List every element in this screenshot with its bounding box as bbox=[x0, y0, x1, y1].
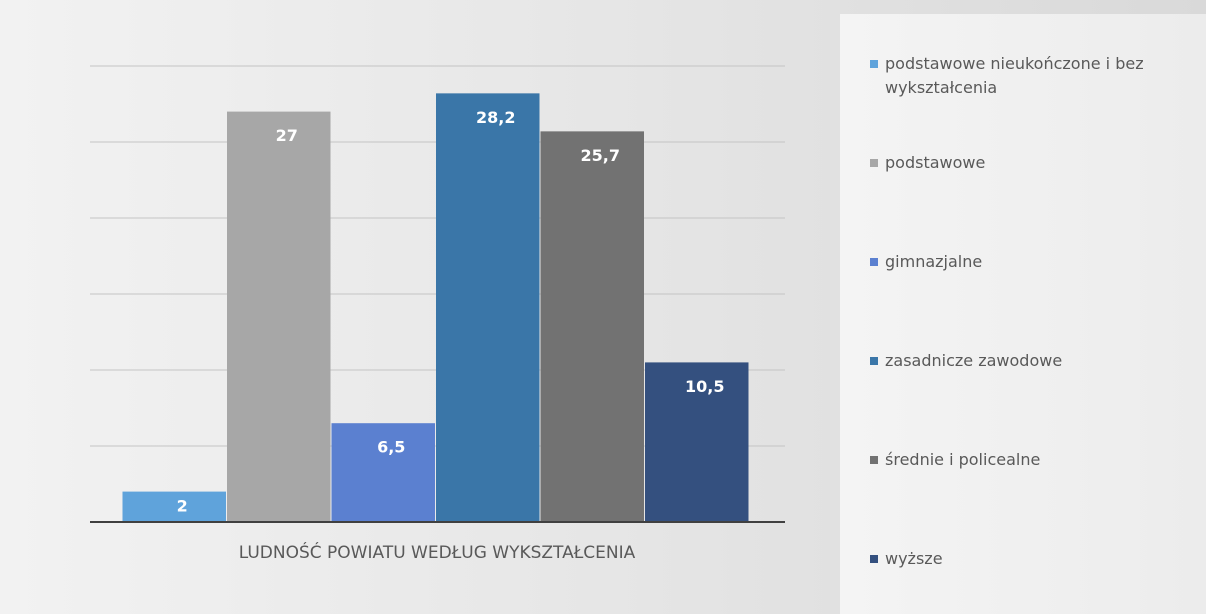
legend-item: średnie i policealne bbox=[870, 448, 1200, 472]
legend-label: średnie i policealne bbox=[885, 450, 1041, 469]
data-label: 6,5 bbox=[377, 438, 405, 457]
legend-label: podstawowe bbox=[885, 153, 986, 172]
legend-swatch bbox=[870, 159, 878, 167]
data-label: 10,5 bbox=[685, 377, 724, 396]
legend-item: podstawowe nieukończone i bez wykształce… bbox=[870, 52, 1200, 100]
legend-item: wyższe bbox=[870, 547, 1200, 571]
legend-swatch bbox=[870, 60, 878, 68]
legend-label: podstawowe nieukończone i bez wykształce… bbox=[885, 54, 1144, 97]
bar bbox=[436, 93, 540, 523]
bar bbox=[122, 491, 226, 522]
bar bbox=[540, 131, 644, 523]
data-label: 27 bbox=[276, 126, 298, 145]
plot: LUDNOŚĆ POWIATU WEDŁUG WYKSZTAŁCENIA 2 27… bbox=[90, 65, 785, 563]
legend-swatch bbox=[870, 456, 878, 464]
bar bbox=[227, 111, 331, 522]
x-axis-label: LUDNOŚĆ POWIATU WEDŁUG WYKSZTAŁCENIA bbox=[239, 541, 636, 563]
bar bbox=[645, 362, 749, 522]
legend-swatch bbox=[870, 258, 878, 266]
legend-label: gimnazjalne bbox=[885, 252, 983, 271]
legend-swatch bbox=[870, 357, 878, 365]
data-label: 28,2 bbox=[476, 108, 515, 127]
legend-item: podstawowe bbox=[870, 151, 1200, 175]
data-label: 25,7 bbox=[581, 146, 620, 165]
legend-item: zasadnicze zawodowe bbox=[870, 349, 1200, 373]
data-label: 2 bbox=[177, 496, 188, 515]
legend-label: wyższe bbox=[885, 549, 943, 568]
legend-swatch bbox=[870, 555, 878, 563]
legend-label: zasadnicze zawodowe bbox=[885, 351, 1063, 370]
legend: podstawowe nieukończone i bez wykształce… bbox=[840, 14, 1206, 614]
legend-item: gimnazjalne bbox=[870, 250, 1200, 274]
bar bbox=[331, 423, 435, 522]
